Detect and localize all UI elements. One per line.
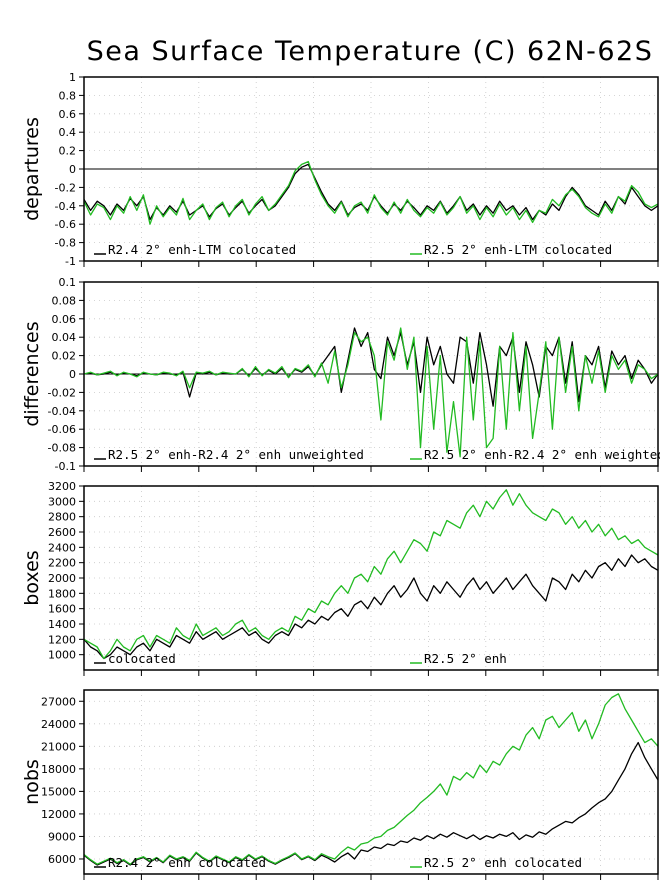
- legend-label: R2.5 2° enh colocated: [424, 855, 582, 870]
- series-line-green: [83, 693, 659, 865]
- y-tick-label: 0.2: [59, 145, 77, 158]
- y-tick-label: 1200: [48, 633, 76, 646]
- y-axis-label: boxes: [21, 550, 43, 605]
- y-axis-label: nobs: [21, 759, 43, 805]
- series-line-black: [83, 554, 659, 660]
- legend-label: R2.5 2° enh-LTM colocated: [424, 242, 612, 257]
- y-tick-label: 0.06: [52, 313, 77, 326]
- y-tick-label: 1000: [48, 649, 76, 662]
- y-tick-label: 0.04: [52, 331, 77, 344]
- y-tick-label: 24000: [41, 718, 76, 731]
- y-tick-label: 2400: [48, 541, 76, 554]
- y-tick-label: 27000: [41, 695, 76, 708]
- y-tick-label: -0.2: [55, 181, 76, 194]
- panel-frame: [83, 485, 659, 671]
- y-tick-label: -0.04: [48, 405, 76, 418]
- y-tick-label: 0.02: [52, 350, 77, 363]
- y-tick-label: 0.1: [59, 276, 77, 289]
- y-tick-label: -1: [65, 255, 76, 268]
- panel-frame: [83, 689, 659, 875]
- y-tick-label: -0.8: [55, 237, 76, 250]
- y-tick-label: 1800: [48, 587, 76, 600]
- y-tick-label: 12000: [41, 808, 76, 821]
- legend-label: colocated: [108, 651, 176, 666]
- panel-frame: [83, 281, 659, 467]
- y-tick-label: -0.02: [48, 386, 76, 399]
- legend-label: R2.4 2° enh-LTM colocated: [108, 242, 296, 257]
- y-tick-label: 2200: [48, 557, 76, 570]
- y-tick-label: 0: [69, 163, 76, 176]
- chart-title: Sea Surface Temperature (C) 62N-62S: [86, 36, 654, 67]
- y-tick-label: 0.6: [59, 108, 77, 121]
- y-tick-label: 3000: [48, 495, 76, 508]
- series-line-black: [83, 741, 659, 866]
- y-tick-label: -0.08: [48, 442, 76, 455]
- legend-label: R2.5 2° enh: [424, 651, 507, 666]
- y-tick-label: 2000: [48, 572, 76, 585]
- y-tick-label: 0.4: [59, 126, 77, 139]
- y-tick-label: 3200: [48, 480, 76, 493]
- series-line-green: [83, 489, 659, 660]
- legend-label: R2.5 2° enh-R2.4 2° enh unweighted: [108, 447, 364, 462]
- y-tick-label: 2800: [48, 511, 76, 524]
- series-line-green: [83, 160, 659, 225]
- y-tick-label: 0: [69, 368, 76, 381]
- y-axis-label: differences: [21, 321, 43, 426]
- y-tick-label: 1: [69, 71, 76, 84]
- y-tick-label: 1600: [48, 603, 76, 616]
- y-tick-label: 6000: [48, 853, 76, 866]
- y-tick-label: 15000: [41, 785, 76, 798]
- y-axis-label: departures: [21, 117, 43, 221]
- y-tick-label: -0.06: [48, 423, 76, 436]
- legend-label: R2.5 2° enh-R2.4 2° enh weighted: [424, 447, 660, 462]
- y-tick-label: -0.4: [55, 200, 76, 213]
- y-tick-label: -0.1: [55, 460, 76, 473]
- panel-frame: [83, 76, 659, 262]
- y-tick-label: 1400: [48, 618, 76, 631]
- legend-label: R2.4 2° enh colocated: [108, 855, 266, 870]
- series-line-green: [83, 327, 659, 458]
- y-tick-label: 0.08: [52, 294, 77, 307]
- y-tick-label: 9000: [48, 830, 76, 843]
- y-tick-label: 0.8: [59, 89, 77, 102]
- y-tick-label: -0.6: [55, 218, 76, 231]
- y-tick-label: 18000: [41, 763, 76, 776]
- y-tick-label: 2600: [48, 526, 76, 539]
- y-tick-label: 21000: [41, 740, 76, 753]
